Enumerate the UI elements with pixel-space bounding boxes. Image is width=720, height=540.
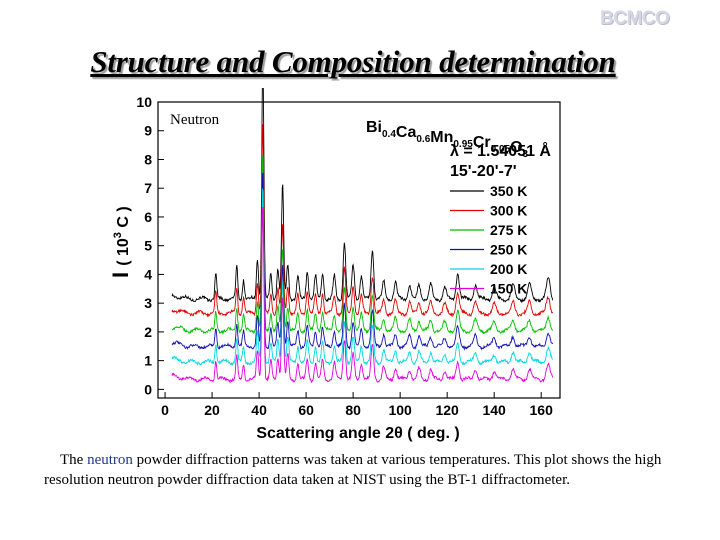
collimation-label: 15'-20'-7'	[450, 163, 517, 180]
x-axis-title: Scattering angle 2θ ( deg. )	[256, 425, 459, 442]
y-axis-title-text: I ( 103 C )	[108, 206, 133, 278]
plot-frame	[157, 101, 561, 399]
x-tick-label: 40	[251, 402, 267, 418]
y-axis-title: I ( 103 C )	[108, 206, 133, 278]
series-line-150-k	[171, 207, 554, 384]
y-tick-label: 6	[144, 209, 152, 225]
y-tick-label: 1	[144, 353, 152, 369]
x-tick-label: 160	[530, 402, 554, 418]
series-line-300-k	[171, 123, 554, 318]
x-tick-label: 140	[482, 402, 506, 418]
y-tick-label: 4	[144, 266, 152, 282]
y-tick-label: 9	[144, 123, 152, 139]
y-tick-label: 8	[144, 151, 152, 167]
wavelength-label: λ = 1.54051 Å	[450, 141, 551, 160]
caption: The neutron powder diffraction patterns …	[44, 450, 684, 490]
x-tick-label: 120	[435, 402, 459, 418]
legend-label: 250 K	[490, 242, 527, 258]
caption-text-2: powder diffraction patterns was taken at…	[44, 452, 662, 488]
slide-title: Structure and Composition determination	[90, 44, 616, 79]
compound-formula: Bi0.4Ca0.6Mn0.95Cr0.05O3	[366, 119, 529, 160]
y-tick-label: 0	[144, 381, 152, 397]
legend-label: 300 K	[490, 203, 527, 219]
panel-label: Neutron	[170, 112, 220, 128]
legend-label: 200 K	[490, 261, 527, 277]
diffraction-chart: 0 20 40 60 80 100 120 140 160 0 1 2 3 4 5 6 7 8 9 10 Neutro…	[108, 88, 561, 442]
y-tick-label: 5	[144, 238, 152, 254]
y-tick-label: 10	[136, 94, 152, 110]
caption-text-1: The	[60, 452, 88, 468]
legend-label: 275 K	[490, 222, 527, 238]
x-tick-label: 80	[345, 402, 361, 418]
legend: 350 K 300 K 275 K 250 K 200 K 150 K	[450, 183, 527, 297]
x-tick-label: 20	[204, 402, 220, 418]
series-line-250-k	[171, 172, 554, 351]
x-tick-label: 60	[298, 402, 314, 418]
caption-highlight: neutron	[87, 452, 133, 468]
y-tick-label: 3	[144, 295, 152, 311]
legend-label: 150 K	[490, 281, 527, 297]
series-line-275-k	[171, 155, 554, 335]
series-line-200-k	[171, 188, 553, 367]
bcmco-logo: BCMCO	[600, 8, 670, 29]
series-line-350-k	[171, 88, 554, 304]
y-tick-label: 2	[144, 324, 152, 340]
y-tick-label: 7	[144, 180, 152, 196]
x-tick-label: 0	[161, 402, 169, 418]
x-tick-label: 100	[388, 402, 412, 418]
legend-label: 350 K	[490, 183, 527, 199]
